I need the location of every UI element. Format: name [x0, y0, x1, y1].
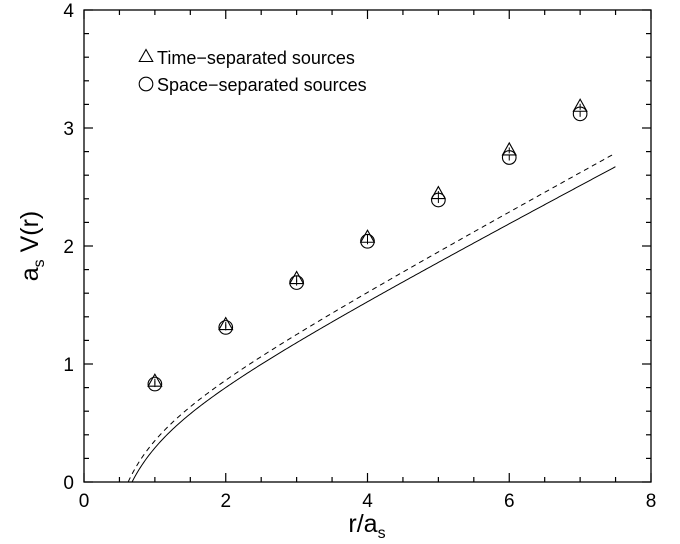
data-point: [289, 275, 304, 290]
x-tick-label: 6: [504, 491, 515, 512]
y-tick-label: 2: [63, 237, 74, 258]
y-tick-label: 3: [63, 119, 74, 140]
y-tick-label: 1: [63, 355, 74, 376]
data-point: [501, 150, 517, 165]
y-tick-label: 4: [63, 1, 74, 22]
legend-label: Time−separated sources: [157, 48, 355, 68]
legend-label: Space−separated sources: [157, 75, 367, 95]
axis-ticks: 0 2 4 6 8 0 1 2 3 4: [63, 1, 656, 512]
x-axis-label: r/as: [348, 510, 385, 542]
data-point: [147, 376, 163, 392]
legend: Time−separated sources Space−separated so…: [138, 48, 367, 95]
x-tick-label: 2: [220, 491, 231, 512]
data-point: [360, 233, 375, 249]
y-tick-label: 0: [63, 473, 74, 494]
fit-curves: [127, 153, 616, 483]
data-markers: [147, 98, 588, 392]
fit-curve-2: [127, 153, 615, 483]
legend-marker: [138, 48, 154, 63]
x-tick-label: 0: [79, 491, 90, 512]
x-tick-label: 8: [646, 491, 657, 512]
data-point: [431, 192, 446, 208]
legend-marker: [138, 76, 154, 92]
data-point: [572, 106, 588, 122]
data-point: [218, 320, 234, 335]
fit-curve-1: [131, 166, 616, 483]
y-axis-label: as V(r): [16, 211, 48, 282]
x-tick-label: 4: [362, 491, 373, 512]
